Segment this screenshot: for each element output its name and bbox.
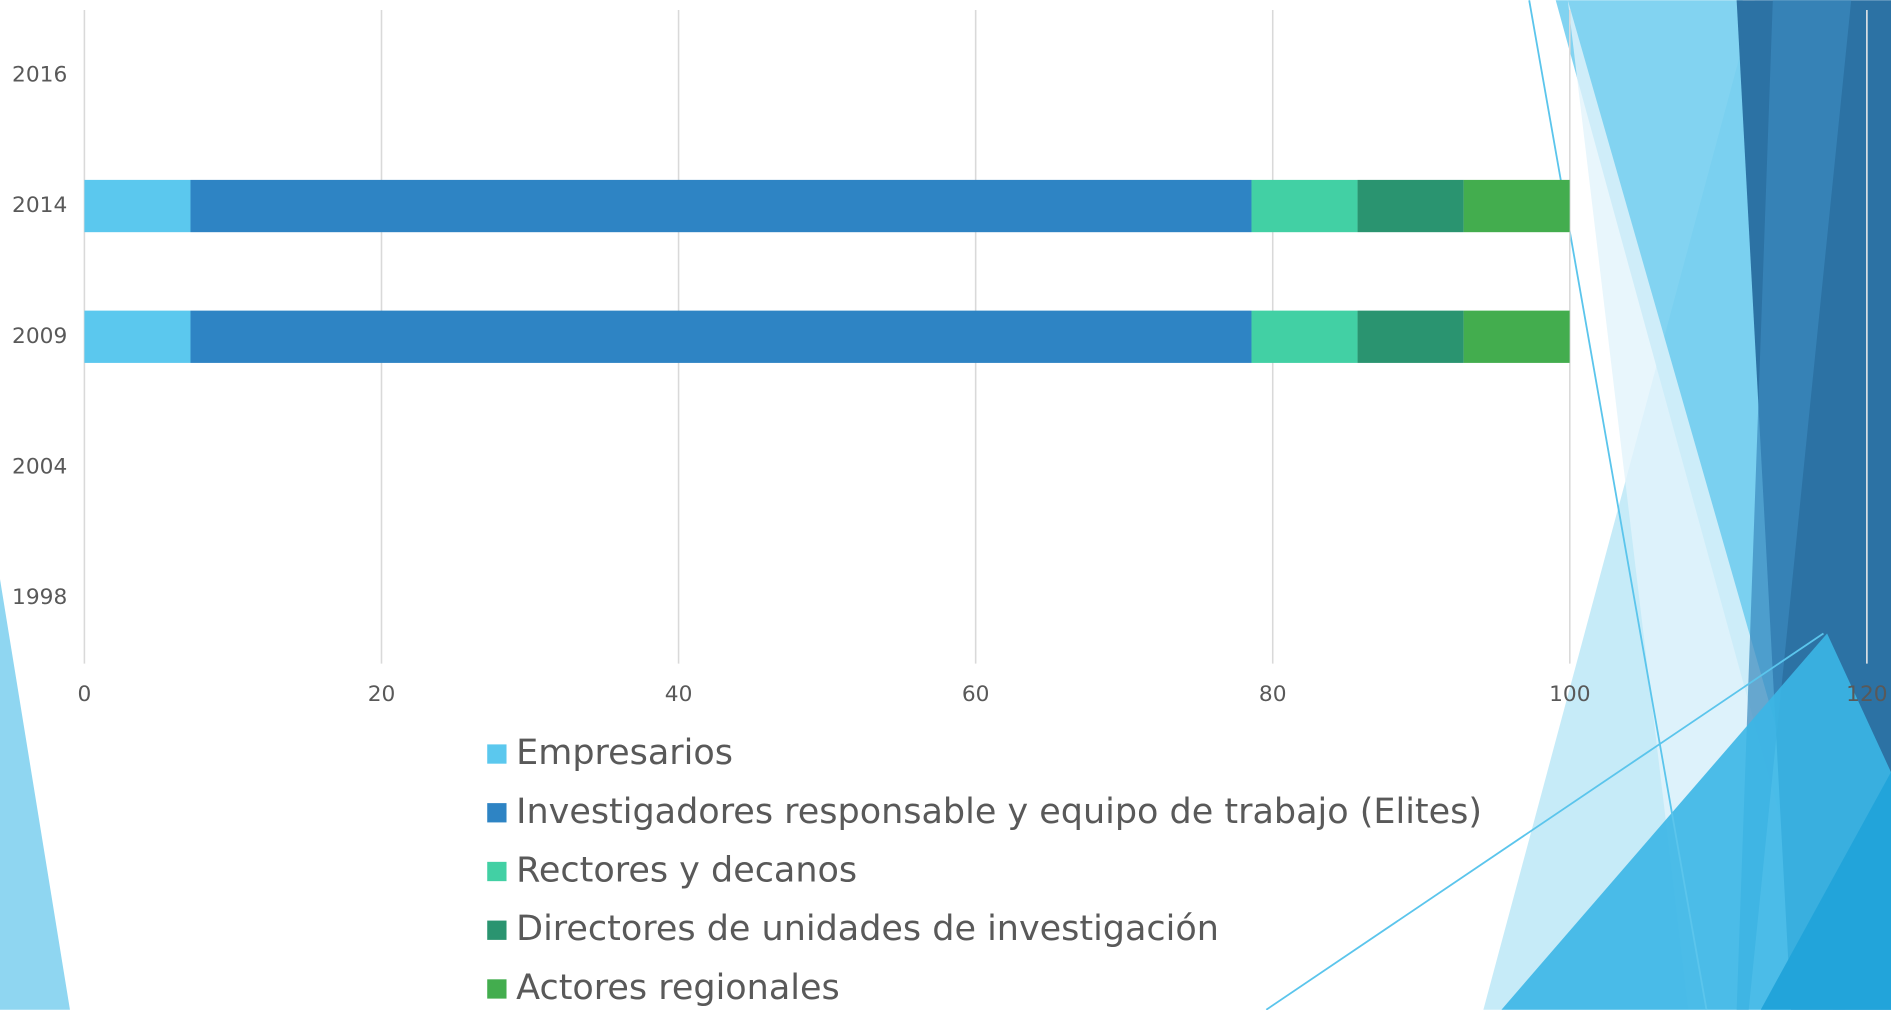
legend-swatch	[487, 744, 507, 764]
legend-swatch	[487, 803, 507, 823]
decor-shape	[1501, 633, 1891, 1010]
y-tick-label: 2014	[12, 193, 67, 218]
decor-line	[1528, 0, 1708, 1010]
y-tick-label: 2004	[12, 454, 67, 479]
decor-shape	[1760, 772, 1891, 1010]
decor-line	[1265, 632, 1824, 1010]
bar-segment	[190, 179, 1252, 233]
x-tick-label: 20	[368, 682, 396, 707]
bar-segment	[1463, 179, 1570, 233]
x-tick-label: 120	[1846, 682, 1887, 707]
x-tick-label: 60	[962, 682, 990, 707]
x-tick-label: 100	[1549, 682, 1590, 707]
legend: Empresarios Investigadores responsable y …	[487, 733, 1482, 1008]
legend-label: Actores regionales	[516, 968, 840, 1008]
x-tick-label: 40	[665, 682, 693, 707]
legend-label: Empresarios	[516, 733, 733, 773]
bar-segment	[1357, 310, 1464, 363]
x-tick-label: 80	[1259, 682, 1287, 707]
y-tick-label: 2016	[12, 62, 67, 87]
bar-segment	[1251, 179, 1358, 233]
x-tick-label: 0	[78, 682, 92, 707]
bar-segment	[1463, 310, 1570, 363]
bar-segment	[1251, 310, 1358, 363]
bar-segment	[1357, 179, 1464, 233]
legend-swatch	[487, 920, 507, 940]
y-tick-label: 1998	[12, 585, 67, 610]
bar-segment	[190, 310, 1252, 363]
legend-label: Rectores y decanos	[516, 851, 857, 891]
y-tick-label: 2009	[12, 324, 67, 349]
plot-area: 0 20 40 60 80 100 120 1998 2004 2009 2014 2016	[12, 9, 1888, 707]
bar-segment	[84, 310, 191, 363]
bar-segment	[84, 179, 191, 233]
decor-shape	[0, 579, 70, 1010]
legend-swatch	[487, 861, 507, 882]
legend-label: Directores de unidades de investigación	[516, 909, 1219, 949]
legend-swatch	[487, 979, 507, 999]
legend-label: Investigadores responsable y equipo de t…	[516, 792, 1482, 832]
